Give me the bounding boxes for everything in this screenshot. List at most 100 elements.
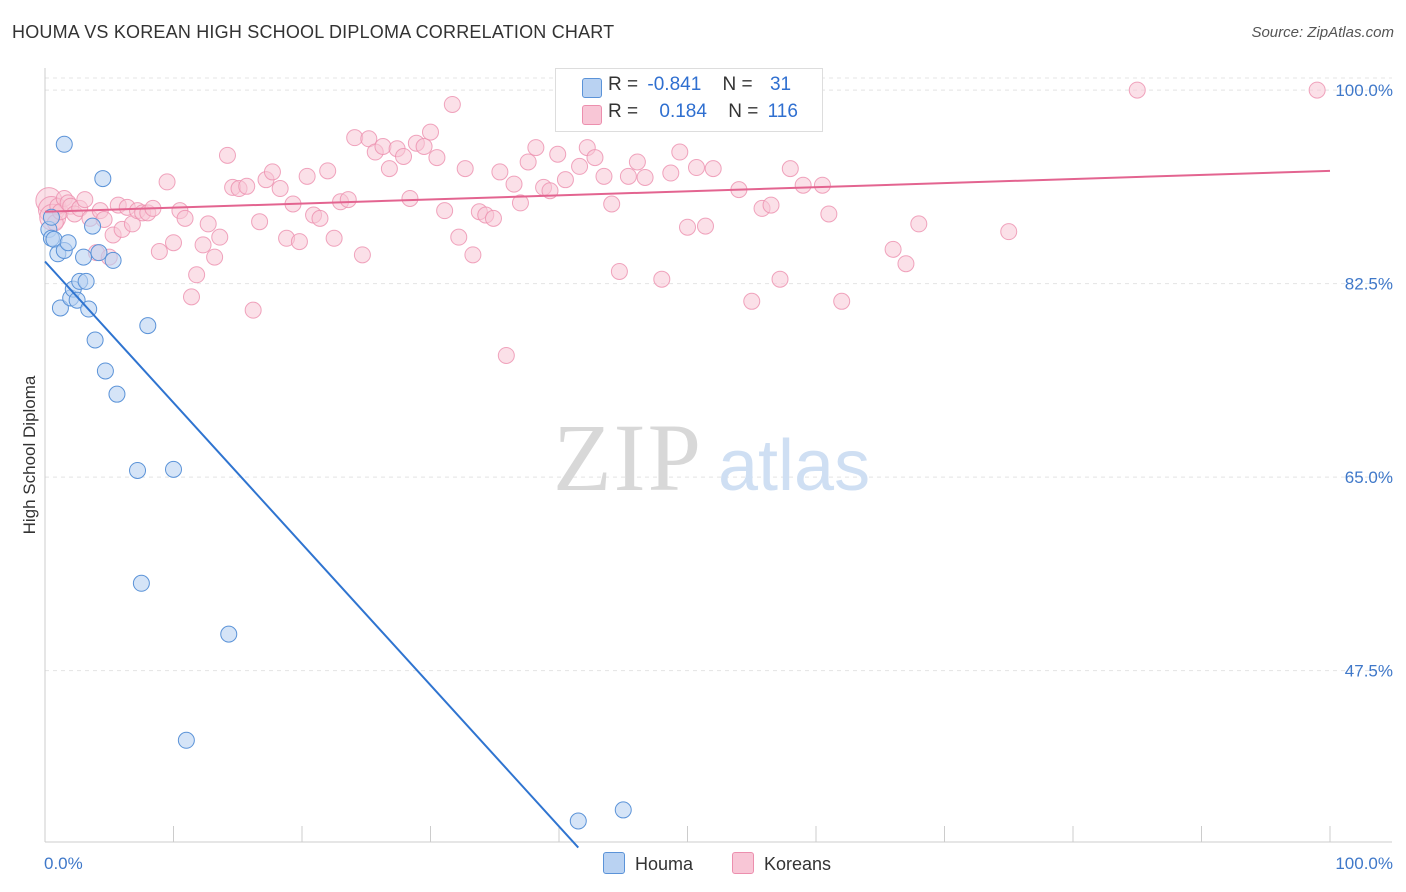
koreans-point [464,246,482,264]
koreans-point [395,147,413,165]
koreans-point [346,129,364,147]
houma-point [108,385,126,403]
houma-point [220,625,238,643]
koreans-point [679,218,696,236]
houma-point [51,299,69,317]
koreans-point [1128,81,1146,99]
koreans-point [519,153,537,171]
koreans-point [636,168,654,186]
source-credit: Source: ZipAtlas.com [1251,24,1394,41]
koreans-point [1000,223,1018,241]
houma-point [75,248,93,266]
koreans-point [696,217,714,235]
koreans-point [671,143,689,161]
houma-point [84,217,102,235]
koreans-point [595,167,613,185]
houma-point [86,331,104,349]
houma-r-label: R = [608,74,639,95]
y-axis-label: High School Diploma [20,375,39,535]
koreans-point [422,123,439,141]
houma-point [569,812,587,830]
koreans-point [182,288,200,306]
houma-points [40,135,632,830]
koreans-point [211,228,229,246]
koreans-point [251,213,269,231]
koreans-point [653,270,671,288]
koreans-point [771,270,789,288]
koreans-point [176,209,194,227]
koreans-point [497,346,515,364]
bottom-koreans-swatch [732,852,754,874]
y-tick-label: 100.0% [1335,81,1393,100]
houma-point [68,291,86,309]
bottom-houma-label: Houma [635,854,694,874]
koreans-n-value: 116 [767,101,798,122]
koreans-point [76,191,94,209]
houma-point [96,362,114,380]
houma-point [614,801,632,819]
koreans-point [610,262,628,280]
koreans-point [188,266,206,284]
houma-trendline [44,260,580,849]
koreans-point [586,149,604,167]
koreans-point [884,240,902,258]
legend-row-koreans: R = 0.184 N = 116 [582,101,798,127]
koreans-point [290,233,308,251]
koreans-point [556,171,574,189]
bottom-legend-houma: Houma [603,852,693,875]
koreans-point [897,255,915,273]
houma-n-label: N = [722,74,753,95]
koreans-point [527,139,545,157]
y-tick-label: 47.5% [1345,662,1393,681]
koreans-trendline [44,169,1331,213]
koreans-point [450,228,468,246]
houma-point [90,244,108,262]
koreans-point [380,160,398,178]
koreans-point [271,180,289,198]
watermark-zip: ZIP [553,404,703,511]
koreans-point [311,209,329,227]
koreans-point [325,229,343,247]
koreans-point [353,246,371,264]
koreans-swatch [582,105,602,125]
koreans-points [35,81,1326,364]
houma-point [139,317,157,335]
bottom-houma-swatch [603,852,625,874]
koreans-point [505,175,523,193]
houma-r-value: -0.841 [647,74,702,95]
koreans-point [443,95,461,113]
koreans-point [781,160,799,178]
houma-n-value: 31 [769,74,792,95]
koreans-point [218,146,236,164]
legend-row-houma: R = -0.841 N = 31 [582,74,792,100]
koreans-point [571,157,589,175]
koreans-point [491,163,509,181]
koreans-point [619,167,637,185]
houma-point [104,251,122,269]
koreans-point [704,160,722,178]
koreans-point [1308,81,1326,99]
trendlines [44,169,1331,849]
koreans-point [319,162,337,180]
koreans-point [238,177,256,195]
koreans-point [244,301,262,319]
houma-point [132,574,150,592]
koreans-point [743,292,761,310]
koreans-point [298,167,316,185]
koreans-point [910,215,928,233]
bottom-legend-koreans: Koreans [732,852,831,875]
koreans-point [263,163,281,181]
koreans-point [199,215,217,233]
koreans-r-value: 0.184 [659,101,707,122]
houma-point [59,234,77,252]
x-tick-label-start: 0.0% [44,854,83,873]
houma-point [42,208,60,226]
koreans-point [603,195,621,213]
koreans-point [428,149,446,167]
watermark-atlas: atlas [718,426,870,506]
koreans-point [687,159,705,177]
koreans-point [158,173,176,191]
koreans-point [762,196,780,214]
koreans-point [833,292,851,310]
